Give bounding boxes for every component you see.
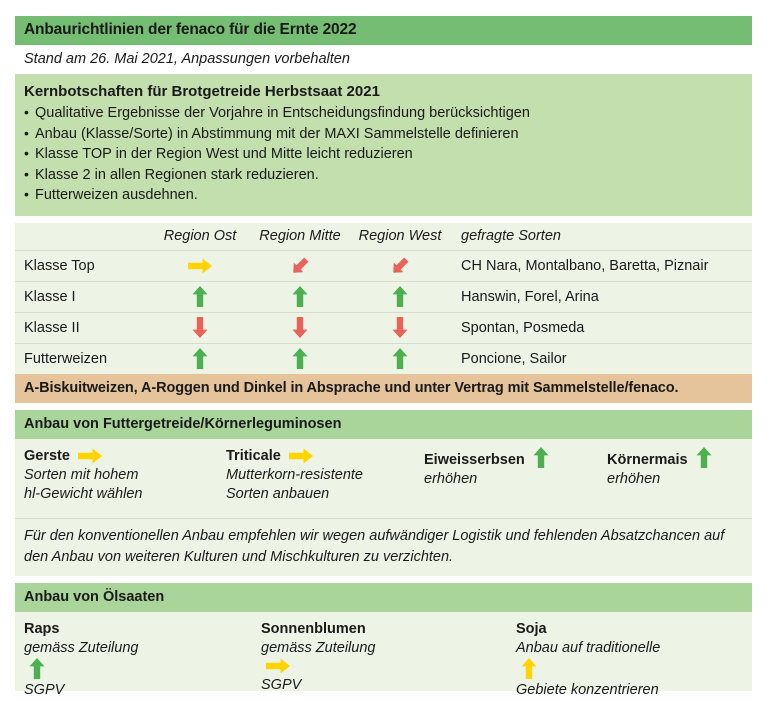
crop-line-1: Sorten mit hohem [24, 466, 139, 483]
arrow-up-green [533, 446, 549, 468]
arrow-down-red [350, 312, 450, 343]
arrow-down-red [250, 312, 350, 343]
crop-eiweisserbsen: Eiweisserbsen erhöhen [424, 446, 549, 490]
crop-line-1: erhöhen [424, 470, 478, 487]
futtergetreide-note: Für den konventionellen Anbau empfehlen … [15, 517, 752, 576]
spacer [15, 215, 752, 223]
arrow-up-green [150, 281, 250, 312]
spacer [15, 402, 752, 410]
row-varieties: Hanswin, Forel, Arina [461, 288, 599, 305]
oelsaaten-section: Anbau von Ölsaaten Raps gemäss Zuteilung… [15, 582, 752, 699]
arrow-right-yellow [77, 448, 102, 464]
arrow-up-green [350, 343, 450, 374]
crop-line-2: SGPV [261, 677, 302, 693]
kernbotschaften-heading: Kernbotschaften für Brotgetreide Herbsts… [24, 83, 380, 100]
row-label: Klasse I [24, 288, 76, 305]
crop-line-2: hl-Gewicht wählen [24, 486, 143, 502]
regions-table: Region Ost Region Mitte Region West gefr… [15, 223, 752, 374]
crop-name: Körnermais [607, 451, 688, 468]
crop-triticale: Triticale Mutterkorn-resistente Sorten a… [226, 447, 363, 505]
kernbotschaften-block: Kernbotschaften für Brotgetreide Herbsts… [15, 74, 752, 216]
arrow-downright-red [350, 250, 450, 281]
crop-line-1: gemäss Zuteilung [261, 639, 376, 656]
arrow-up-green [696, 446, 712, 468]
crop-columns: Raps gemäss Zuteilung SGPV Sonnenblumen … [24, 620, 743, 699]
crop-name: Raps [24, 620, 60, 637]
list-item: Klasse 2 in allen Regionen stark reduzie… [24, 165, 743, 186]
crop-name: Eiweisserbsen [424, 451, 525, 468]
arrow-down-red [150, 312, 250, 343]
row-varieties: CH Nara, Montalbano, Baretta, Piznair [461, 257, 709, 274]
crop-line-1: gemäss Zuteilung [24, 639, 139, 656]
table-row: Futterweizen Poncione, Sailor [15, 343, 752, 374]
crop-name: Sonnenblumen [261, 620, 366, 637]
page-title: Anbaurichtlinien der fenaco für die Ernt… [15, 16, 752, 45]
row-label: Klasse II [24, 319, 80, 336]
regions-table-body: Klasse Top CH Nara, Montalbano, Baretta,… [15, 250, 752, 374]
arrow-up-green [29, 658, 45, 679]
table-row: Klasse II Spontan, Posmeda [15, 312, 752, 343]
arrow-up-green [250, 281, 350, 312]
crop-koernermais: Körnermais erhöhen [607, 446, 712, 490]
arrow-up-yellow [521, 658, 537, 679]
arrow-right-yellow [266, 658, 290, 674]
column-header-ost: Region Ost [163, 228, 237, 244]
column-header-west: Region West [358, 228, 442, 244]
arrow-up-green [350, 281, 450, 312]
arrow-up-green [250, 343, 350, 374]
crop-line-1: erhöhen [607, 470, 661, 487]
column-header-class [15, 223, 150, 251]
row-label: Klasse Top [24, 257, 95, 274]
arrow-up-green [150, 343, 250, 374]
crop-columns: Gerste Sorten mit hohem hl-Gewicht wähle… [24, 446, 743, 509]
table-row: Klasse Top CH Nara, Montalbano, Baretta,… [15, 250, 752, 281]
crop-sonnenblumen: Sonnenblumen gemäss Zuteilung SGPV [261, 620, 375, 696]
table-row: Klasse I Hanswin, Forel, Arina [15, 281, 752, 312]
arrow-right-yellow [150, 250, 250, 281]
crop-line-2: SGPV [24, 682, 65, 698]
row-label: Futterweizen [24, 350, 108, 367]
crop-line-2: Sorten anbauen [226, 486, 330, 502]
section-heading-futtergetreide: Anbau von Futtergetreide/Körnerleguminos… [15, 409, 752, 439]
arrow-downright-red [250, 250, 350, 281]
guidelines-sheet: Anbaurichtlinien der fenaco für die Ernt… [15, 16, 752, 699]
column-header-mitte: Region Mitte [259, 228, 341, 244]
crop-soja: Soja Anbau auf traditionelle Gebiete kon… [516, 620, 660, 701]
row-varieties: Poncione, Sailor [461, 350, 567, 367]
section-heading-oelsaaten: Anbau von Ölsaaten [15, 582, 752, 612]
row-varieties: Spontan, Posmeda [461, 319, 585, 336]
stand-date: Stand am 26. Mai 2021, Anpassungen vorbe… [15, 45, 752, 74]
crop-line-2: Gebiete konzentrieren [516, 682, 659, 698]
table-header-row: Region Ost Region Mitte Region West gefr… [15, 223, 752, 251]
spacer [15, 575, 752, 583]
crop-line-1: Anbau auf traditionelle [516, 639, 661, 656]
kernbotschaften-list: Qualitative Ergebnisse der Vorjahre in E… [24, 103, 743, 206]
contract-note-bar: A-Biskuitweizen, A-Roggen und Dinkel in … [15, 373, 752, 403]
column-header-sorten: gefragte Sorten [461, 228, 561, 244]
crop-raps: Raps gemäss Zuteilung SGPV [24, 620, 138, 701]
crop-name: Gerste [24, 447, 70, 464]
list-item: Qualitative Ergebnisse der Vorjahre in E… [24, 103, 743, 124]
crop-name: Triticale [226, 447, 281, 464]
list-item: Anbau (Klasse/Sorte) in Abstimmung mit d… [24, 124, 743, 145]
arrow-right-yellow [288, 448, 313, 464]
crop-name: Soja [516, 620, 547, 637]
regions-table-wrap: Region Ost Region Mitte Region West gefr… [15, 222, 752, 403]
oelsaaten-body: Raps gemäss Zuteilung SGPV Sonnenblumen … [15, 611, 752, 699]
list-item: Futterweizen ausdehnen. [24, 185, 743, 206]
futtergetreide-body: Gerste Sorten mit hohem hl-Gewicht wähle… [15, 438, 752, 518]
list-item: Klasse TOP in der Region West und Mitte … [24, 144, 743, 165]
futtergetreide-section: Anbau von Futtergetreide/Körnerleguminos… [15, 409, 752, 576]
crop-line-1: Mutterkorn-resistente [226, 466, 363, 483]
crop-gerste: Gerste Sorten mit hohem hl-Gewicht wähle… [24, 447, 142, 505]
